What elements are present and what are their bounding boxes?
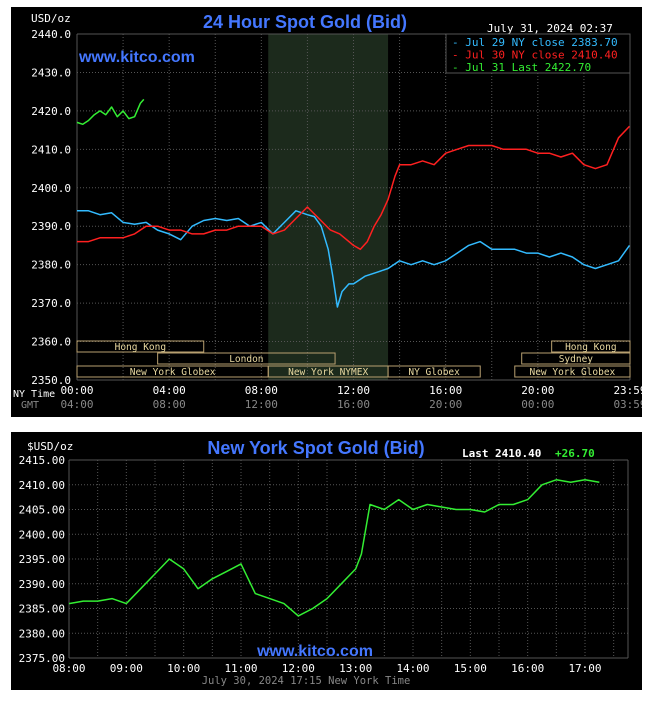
y-tick-label: 2440.0 [31,28,71,41]
x-tick-label: 16:00 [511,662,544,675]
session-label: NY Globex [408,367,460,378]
x-tick-label: 12:00 [282,662,315,675]
legend-entry: - Jul 29 NY close 2383.70 [452,36,618,49]
session-label: New York Globex [529,367,615,378]
y-tick-label: 2385.00 [19,603,65,616]
session-box [76,340,205,353]
x-tick-label-gmt: 16:00 [337,398,370,411]
chart-new-york-spot-gold: 2415.00 2410.00 2405.00 2400.00 2395.00 2390.… [11,432,642,690]
y-tick-label: 2390.0 [31,220,71,233]
session-box [551,340,631,353]
session-box [521,352,631,365]
y-axis-label: USD/oz [31,12,71,25]
y-tick-label: 2350.0 [31,374,71,387]
y-tick-label: 2380.0 [31,259,71,272]
series-line [76,98,145,126]
series-lines [76,98,631,308]
x-tick-labels: 08:00 09:00 10:00 11:00 12:00 13:00 14:00 15:00… [52,662,601,675]
market-sessions: Hong Kong Hong Kong London Sydney New York G… [76,340,631,378]
watermark: www.kitco.com [78,49,195,66]
y-tick-label: 2400.00 [19,528,65,541]
y-tick-label: 2370.0 [31,297,71,310]
y-axis-label: $USD/oz [27,440,73,453]
y-tick-label: 2410.0 [31,143,71,156]
last-label: Last [462,447,489,460]
x-tick-label-gmt: 00:00 [521,398,554,411]
session-box [157,352,336,365]
x-tick-label-ny: 04:00 [153,384,186,397]
x-tick-label-ny: 12:00 [337,384,370,397]
chart-grid [76,33,631,381]
x-tick-label: 11:00 [224,662,257,675]
x-tick-label-gmt: 12:00 [245,398,278,411]
legend-entry: - Jul 31 Last 2422.70 [452,61,591,74]
session-box [387,365,481,378]
x-tick-label-ny: 08:00 [245,384,278,397]
chart-title: 24 Hour Spot Gold (Bid) [203,12,407,32]
ny-time-row-label: NY Time [13,389,55,400]
session-label: Sydney [559,354,594,365]
x-tick-label-gmt: 03:59 [613,398,642,411]
y-tick-label: 2400.0 [31,182,71,195]
legend: - Jul 29 NY close 2383.70- Jul 30 NY clo… [445,33,631,74]
x-tick-label-ny: 16:00 [429,384,462,397]
y-tick-label: 2405.00 [19,504,65,517]
series-line [77,210,631,308]
x-tick-labels: 00:0004:0008:0012:0016:0020:0023:5904:00… [60,384,642,411]
gmt-row-label: GMT [21,400,39,411]
y-tick-label: 2390.00 [19,578,65,591]
session-label: Hong Kong [115,342,166,353]
y-tick-label: 2375.00 [19,652,65,665]
x-tick-label-gmt: 20:00 [429,398,462,411]
chart-new-york-svg: 2415.00 2410.00 2405.00 2400.00 2395.00 2390.… [11,432,642,690]
y-tick-label: 2430.0 [31,66,71,79]
timestamp: July 31, 2024 02:37 [487,22,613,35]
y-tick-label: 2360.0 [31,336,71,349]
legend-entry: - Jul 30 NY close 2410.40 [452,49,618,62]
off-hours-shaded-area [268,34,389,380]
series-line [68,479,600,617]
x-tick-label: 08:00 [52,662,85,675]
chart-24-hour-spot-gold: Hong Kong Hong Kong London Sydney New York G… [11,7,642,417]
session-label: Hong Kong [565,342,616,353]
x-tick-label-ny: 23:59 [613,384,642,397]
session-label: London [229,354,263,365]
y-tick-label: 2410.00 [19,479,65,492]
session-box [514,365,631,378]
watermark: www.kitco.com [256,643,373,660]
x-tick-label: 13:00 [339,662,372,675]
y-tick-label: 2420.0 [31,105,71,118]
session-label: New York NYMEX [288,367,368,378]
x-tick-label: 14:00 [396,662,429,675]
x-tick-label: 10:00 [167,662,200,675]
chart-24-hour-svg: Hong Kong Hong Kong London Sydney New York G… [11,7,642,417]
y-tick-labels: 2415.00 2410.00 2405.00 2400.00 2395.00 2390.… [19,454,65,665]
y-tick-labels: 2440.0 2430.0 2420.0 2410.0 2400.0 2390.0 2380… [31,28,71,387]
x-tick-label-ny: 00:00 [60,384,93,397]
x-tick-label-gmt: 08:00 [153,398,186,411]
y-tick-label: 2415.00 [19,454,65,467]
y-tick-label: 2380.00 [19,627,65,640]
chart-title: New York Spot Gold (Bid) [207,438,424,458]
chart-grid [68,459,629,659]
series-line [77,125,631,251]
footer-timestamp: July 30, 2024 17:15 New York Time [202,675,411,687]
change-value: +26.70 [555,447,595,460]
y-tick-label: 2395.00 [19,553,65,566]
x-tick-label: 15:00 [454,662,487,675]
x-tick-label-ny: 20:00 [521,384,554,397]
x-tick-label: 17:00 [568,662,601,675]
legend-box [445,33,631,74]
last-value: 2410.40 [495,447,541,460]
session-label: New York Globex [130,367,216,378]
x-tick-label: 09:00 [110,662,143,675]
x-tick-label-gmt: 04:00 [60,398,93,411]
series-lines [68,479,600,617]
